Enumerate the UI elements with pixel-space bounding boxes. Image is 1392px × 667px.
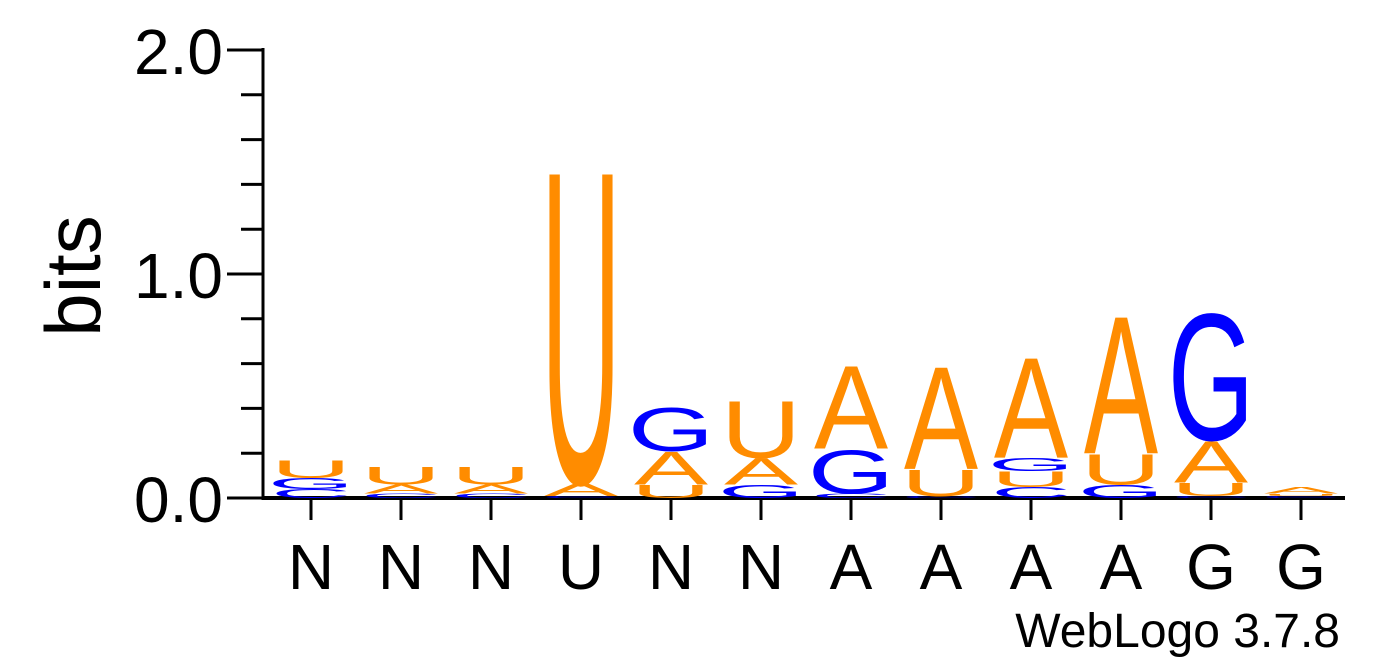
logo-letter-A: A — [544, 479, 618, 500]
x-tick-label: N — [468, 531, 514, 603]
logo-letter-U: U — [271, 455, 351, 483]
logo-letter-C: C — [451, 492, 531, 499]
logo-letter-U: U — [361, 462, 441, 490]
logo-letter-U: U — [1081, 445, 1161, 494]
x-tick-label: A — [1010, 531, 1053, 603]
logo-letter-U: U — [721, 384, 801, 475]
logo-letter-A: A — [1084, 275, 1158, 496]
logo-letter-G: G — [718, 481, 804, 502]
x-tick-label: U — [558, 531, 604, 603]
x-tick-label: N — [648, 531, 694, 603]
logo-letter-U: U — [631, 481, 711, 502]
y-axis: 0.0 1.0 2.0 — [134, 16, 1345, 536]
x-tick-label: A — [920, 531, 963, 603]
weblogo-version: WebLogo 3.7.8 — [1015, 605, 1340, 658]
logo-letter-A: A — [634, 443, 708, 495]
logo-letter-A: A — [724, 451, 799, 493]
x-tick-label: A — [1100, 531, 1143, 603]
logo-letter-A: A — [1174, 428, 1249, 495]
logo-letter-U: U — [1261, 493, 1341, 496]
logo-letter-A: A — [814, 342, 888, 474]
logo-letter-G: G — [808, 437, 894, 507]
x-tick-label: G — [1276, 531, 1326, 603]
logo-letter-C: C — [271, 487, 351, 501]
logo-letter-A: A — [454, 482, 528, 496]
logo-letter-U: U — [541, 79, 621, 579]
x-tick-label: N — [378, 531, 424, 603]
y-tick-label: 0.0 — [134, 464, 223, 536]
x-tick-label: N — [288, 531, 334, 603]
logo-letter-A: A — [994, 329, 1068, 489]
logo-letter-C: C — [901, 495, 981, 498]
x-tick-label: A — [830, 531, 873, 603]
logo-letter-C: C — [541, 495, 621, 498]
logo-letter-G: G — [268, 475, 354, 493]
logo-letter-C: C — [991, 484, 1071, 502]
logo-letter-A: A — [364, 482, 438, 496]
logo-letter-C: C — [811, 492, 891, 499]
logo-letter-C: C — [1261, 495, 1341, 498]
logo-letter-U: U — [1171, 479, 1251, 500]
x-tick-label: N — [738, 531, 784, 603]
logo-letter-A: A — [904, 336, 978, 501]
logo-letter-G: G — [988, 454, 1074, 475]
logo-letter-U: U — [991, 467, 1071, 491]
logo-letter-U: U — [451, 462, 531, 490]
logo-letter-A: A — [1264, 485, 1339, 495]
y-axis-label: bits — [29, 215, 117, 336]
logo-letter-C: C — [1171, 495, 1251, 498]
logo-letter-G: G — [1168, 276, 1254, 479]
y-tick-label: 1.0 — [134, 240, 223, 312]
x-tick-label: G — [1186, 531, 1236, 603]
logo-letter-C: C — [361, 492, 441, 499]
logo-letter-G: G — [628, 395, 714, 465]
y-tick-label: 2.0 — [134, 16, 223, 88]
logo-letter-G: G — [1078, 481, 1164, 502]
logo-letter-U: U — [901, 462, 981, 504]
